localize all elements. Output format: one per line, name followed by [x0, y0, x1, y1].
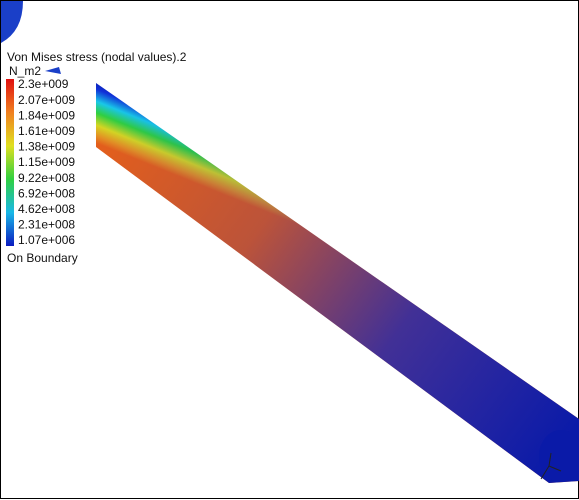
legend-label: 1.84e+009 [18, 108, 75, 122]
legend-label: 2.31e+008 [18, 218, 75, 232]
legend-label: 4.62e+008 [18, 202, 75, 216]
beam-shade [96, 83, 579, 483]
legend-unit: N_m2 [9, 64, 41, 78]
viewport: Von Mises stress (nodal values).2 N_m2 2… [0, 0, 579, 499]
unit-icon [45, 67, 61, 74]
color-bar [6, 79, 14, 246]
legend-label: 1.07e+006 [18, 233, 75, 247]
legend-title: Von Mises stress (nodal values).2 [7, 50, 187, 64]
legend-label: 2.3e+009 [18, 77, 69, 91]
legend-note: On Boundary [7, 251, 78, 265]
scene: Von Mises stress (nodal values).2 N_m2 2… [1, 1, 579, 500]
legend-label: 6.92e+008 [18, 186, 75, 200]
legend-label: 2.07e+009 [18, 93, 75, 107]
legend-label: 1.61e+009 [18, 124, 75, 138]
legend-label: 1.38e+009 [18, 140, 75, 154]
legend-label: 9.22e+008 [18, 171, 75, 185]
legend-label: 1.15e+009 [18, 155, 75, 169]
part-corner [1, 1, 23, 43]
